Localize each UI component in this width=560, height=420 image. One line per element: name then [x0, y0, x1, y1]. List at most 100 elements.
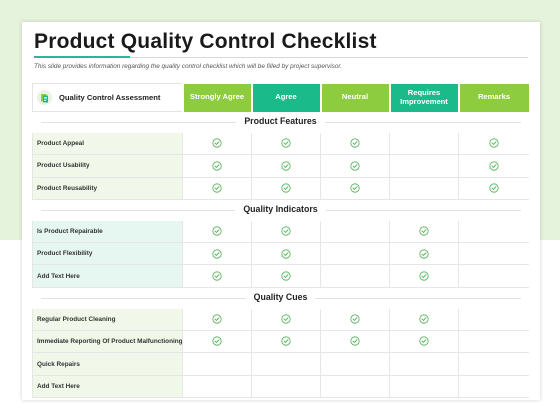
header-assessment-label: Quality Control Assessment — [59, 93, 161, 102]
cell-remarks[interactable] — [458, 154, 529, 178]
section-divider: Quality Indicators — [33, 200, 529, 221]
cell-agree[interactable] — [251, 242, 321, 266]
table-row: Quick Repairs — [32, 352, 529, 376]
cell-remarks[interactable] — [458, 264, 529, 288]
table-row: Product Appeal — [32, 133, 529, 156]
table-row: Product Flexibility — [32, 242, 529, 266]
cell-remarks[interactable] — [458, 352, 529, 376]
check-icon — [350, 314, 360, 324]
check-icon — [281, 314, 291, 324]
section-divider: Quality Cues — [33, 288, 529, 309]
section-product-features: Product Features — [33, 112, 529, 134]
title-underline-accent — [34, 56, 130, 58]
cell-strongly-agree[interactable] — [182, 264, 252, 288]
row-label: Quick Repairs — [32, 352, 183, 376]
check-icon — [489, 161, 499, 171]
check-icon — [212, 248, 222, 259]
cell-strongly-agree[interactable] — [182, 220, 252, 244]
cell-requires-improvement[interactable] — [389, 264, 459, 288]
check-icon — [212, 271, 222, 281]
cell-remarks[interactable] — [458, 242, 529, 266]
cell-agree[interactable] — [251, 177, 321, 200]
cell-requires-improvement[interactable] — [389, 154, 459, 178]
cell-neutral[interactable] — [320, 154, 390, 178]
section-quality-indicators: Quality Indicators — [33, 199, 529, 221]
cell-requires-improvement[interactable] — [389, 308, 459, 332]
check-icon — [281, 138, 291, 149]
title-underline — [130, 56, 528, 58]
page-subtitle: This slide provides information regardin… — [34, 63, 343, 70]
cell-neutral[interactable] — [320, 352, 390, 376]
cell-requires-improvement[interactable] — [389, 242, 459, 266]
cell-agree[interactable] — [251, 330, 321, 354]
check-icon — [489, 183, 499, 193]
cell-requires-improvement[interactable] — [389, 177, 459, 200]
row-label: Regular Product Cleaning — [32, 308, 183, 332]
cell-neutral[interactable] — [320, 133, 390, 156]
cell-strongly-agree[interactable] — [182, 133, 252, 156]
cell-neutral[interactable] — [320, 375, 390, 398]
cell-agree[interactable] — [251, 308, 321, 332]
cell-remarks[interactable] — [458, 375, 529, 398]
check-icon — [212, 161, 222, 171]
cell-agree[interactable] — [251, 220, 321, 244]
cell-neutral[interactable] — [320, 242, 390, 266]
cell-strongly-agree[interactable] — [182, 330, 252, 354]
section-title: Product Features — [236, 116, 325, 126]
table-row: Regular Product Cleaning — [32, 308, 529, 332]
cell-neutral[interactable] — [320, 308, 390, 332]
document-icon — [37, 90, 52, 105]
row-label: Product Appeal — [32, 133, 183, 156]
cell-agree[interactable] — [251, 375, 321, 398]
check-icon — [281, 226, 291, 236]
check-icon — [212, 336, 222, 347]
cell-requires-improvement[interactable] — [389, 133, 459, 156]
check-icon — [281, 336, 291, 347]
check-icon — [350, 183, 360, 193]
check-icon — [419, 271, 429, 281]
check-icon — [489, 138, 499, 149]
header-row: Quality Control Assessment Strongly Agre… — [32, 83, 529, 112]
cell-agree[interactable] — [251, 133, 321, 156]
cell-strongly-agree[interactable] — [182, 375, 252, 398]
cell-remarks[interactable] — [458, 308, 529, 332]
cell-strongly-agree[interactable] — [182, 242, 252, 266]
table-row: Immediate Reporting Of Product Malfuncti… — [32, 330, 529, 354]
cell-strongly-agree[interactable] — [182, 154, 252, 178]
cell-requires-improvement[interactable] — [389, 375, 459, 398]
cell-remarks[interactable] — [458, 177, 529, 200]
cell-requires-improvement[interactable] — [389, 352, 459, 376]
header-col-neutral: Neutral — [319, 83, 390, 112]
row-label: Immediate Reporting Of Product Malfuncti… — [32, 330, 183, 354]
cell-agree[interactable] — [251, 352, 321, 376]
section-title: Quality Cues — [245, 291, 316, 302]
slide-card: Product Quality Control Checklist This s… — [22, 22, 540, 400]
row-label: Product Reusability — [32, 177, 183, 200]
row-label: Add Text Here — [32, 264, 183, 288]
check-icon — [419, 248, 429, 259]
cell-agree[interactable] — [251, 154, 321, 178]
cell-agree[interactable] — [251, 264, 321, 288]
check-icon — [350, 161, 360, 171]
table-row: Is Product Repairable — [32, 220, 529, 244]
cell-strongly-agree[interactable] — [182, 177, 252, 200]
cell-neutral[interactable] — [320, 264, 390, 288]
cell-requires-improvement[interactable] — [389, 220, 459, 244]
cell-remarks[interactable] — [458, 330, 529, 354]
check-icon — [212, 314, 222, 324]
cell-neutral[interactable] — [320, 220, 390, 244]
cell-strongly-agree[interactable] — [182, 352, 252, 376]
section-heading-cell: Quality Indicators — [33, 199, 529, 221]
check-icon — [281, 161, 291, 171]
section-heading-cell: Product Features — [33, 112, 529, 134]
cell-strongly-agree[interactable] — [182, 308, 252, 332]
check-icon — [281, 271, 291, 281]
cell-requires-improvement[interactable] — [389, 330, 459, 354]
section-title: Quality Indicators — [235, 203, 326, 214]
header-col-agree: Agree — [250, 83, 321, 112]
header-assessment: Quality Control Assessment — [32, 83, 183, 112]
cell-neutral[interactable] — [320, 330, 390, 354]
cell-neutral[interactable] — [320, 177, 390, 200]
cell-remarks[interactable] — [458, 133, 529, 156]
cell-remarks[interactable] — [458, 220, 529, 244]
